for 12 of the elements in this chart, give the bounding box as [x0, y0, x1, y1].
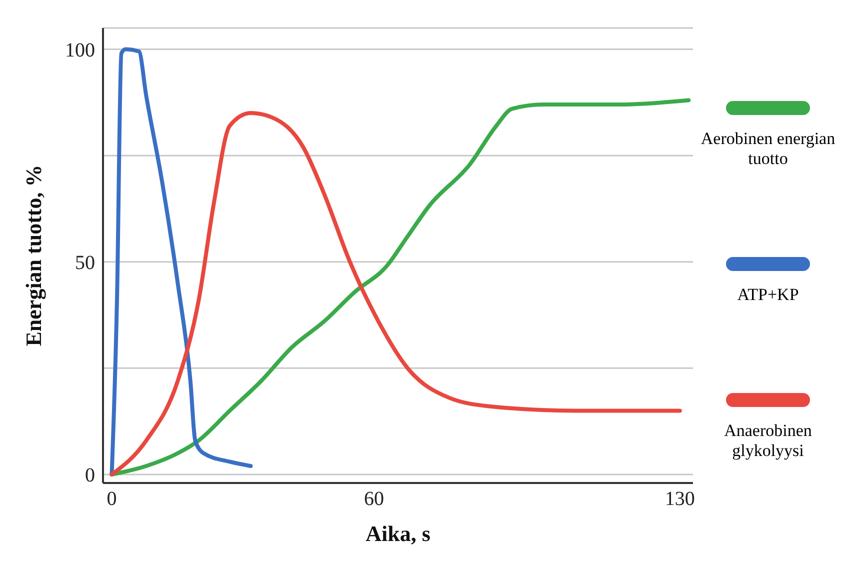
- y-tick-label: 100: [65, 39, 95, 62]
- legend-label: Anaerobinen glykolyysi: [723, 420, 813, 460]
- x-tick-label: 60: [364, 488, 384, 510]
- y-tick-label: 50: [75, 252, 95, 274]
- legend-label: Aerobinen energian tuotto: [700, 128, 836, 168]
- line-series: [110, 47, 253, 476]
- y-tick-label: 0: [85, 464, 95, 487]
- x-axis-title: Aika, s: [366, 521, 431, 546]
- x-tick-label: 0: [106, 488, 117, 510]
- legend-label: ATP+KP: [737, 284, 799, 304]
- x-tick-label: 130: [664, 488, 695, 510]
- y-axis-title: Energian tuotto, %: [20, 164, 46, 346]
